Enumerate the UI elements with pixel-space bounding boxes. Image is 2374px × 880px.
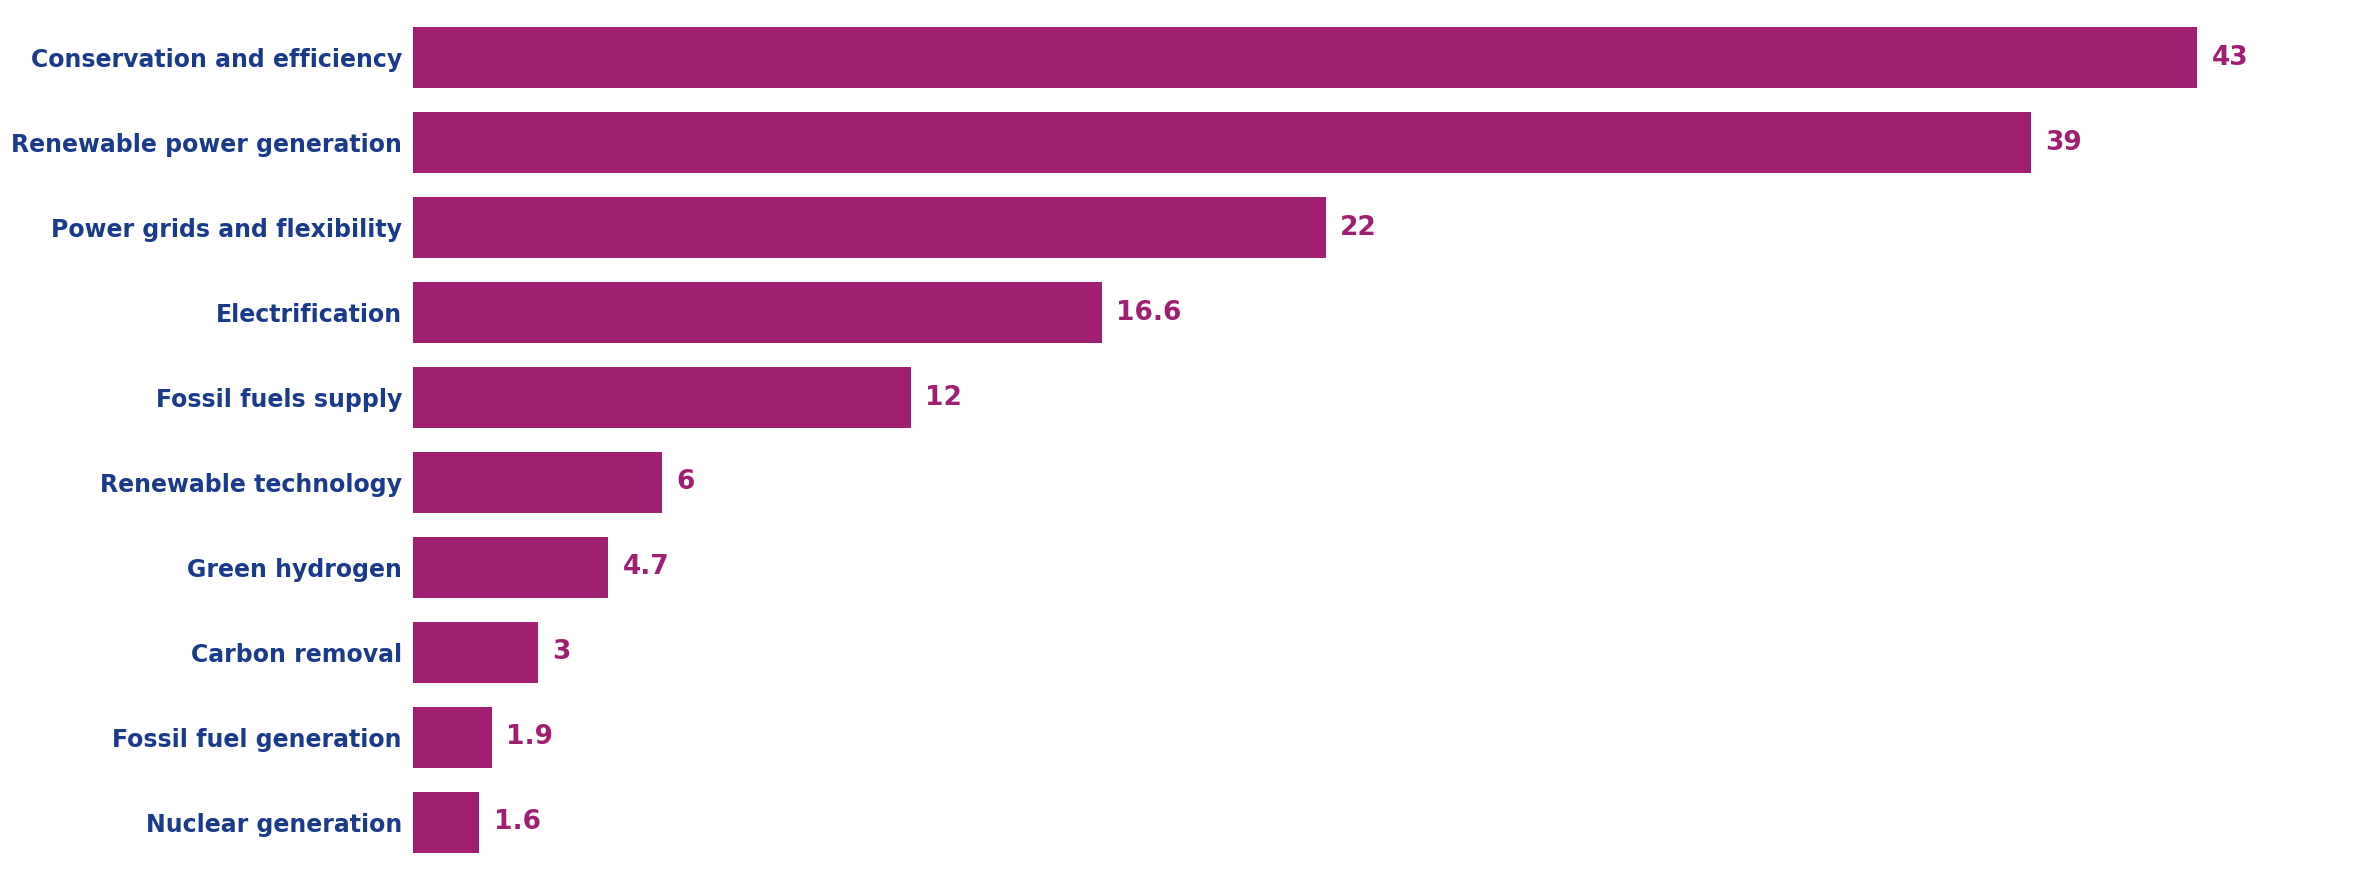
- Text: 16.6: 16.6: [1116, 299, 1182, 326]
- Text: 4.7: 4.7: [622, 554, 669, 581]
- Text: 1.9: 1.9: [506, 724, 553, 751]
- Bar: [413, 197, 1325, 258]
- Text: 1.6: 1.6: [494, 810, 541, 835]
- Text: 6: 6: [677, 469, 696, 495]
- Bar: [413, 792, 480, 853]
- Text: 22: 22: [1341, 215, 1377, 240]
- Bar: [413, 112, 2032, 173]
- Bar: [413, 452, 662, 513]
- Text: 3: 3: [553, 640, 570, 665]
- Bar: [413, 707, 491, 768]
- Bar: [413, 537, 608, 598]
- Text: 12: 12: [926, 385, 961, 411]
- Bar: [413, 282, 1102, 343]
- Bar: [413, 367, 912, 428]
- Bar: [413, 622, 537, 683]
- Text: 43: 43: [2213, 45, 2248, 70]
- Text: 39: 39: [2046, 129, 2082, 156]
- Bar: [413, 27, 2196, 88]
